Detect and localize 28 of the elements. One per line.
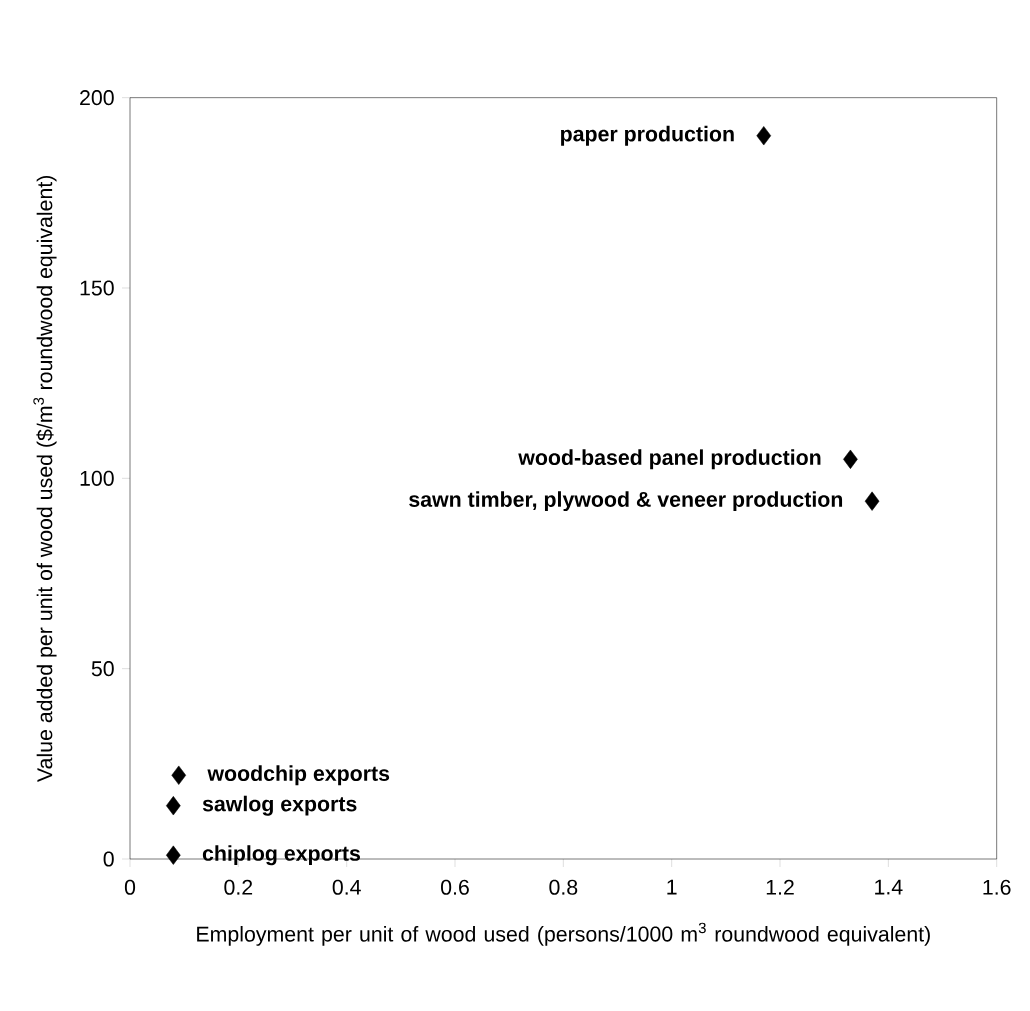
annotation: wood-based panel production <box>518 449 821 470</box>
annotation: paper production <box>561 125 734 146</box>
point <box>756 126 772 146</box>
x-tick-label: 0 <box>124 879 136 895</box>
annotation: woodchip exports <box>207 765 390 786</box>
y-tick-label: 200 <box>80 90 114 106</box>
y-tick-label: 50 <box>91 661 114 677</box>
annotation: sawlog exports <box>202 795 357 816</box>
x-tick-label: 1.2 <box>766 879 794 895</box>
x-tick-label: 0.6 <box>441 879 469 895</box>
y-tick-label: 100 <box>80 470 114 486</box>
x-tick-label: 0.4 <box>332 879 361 895</box>
point <box>166 796 181 816</box>
y-axis-title: Value added per unit of wood used ($/m$^{3}$ roundwood equivalent) <box>33 175 57 782</box>
x-tick-label: 1.6 <box>983 879 1011 895</box>
x-axis-title: Employment per unit of wood used (persons/1000 m$^{3}$ roundwood equivalent) <box>197 922 930 946</box>
annotation: sawn timber, plywood & veneer production <box>409 491 843 512</box>
x-tick-label: 0.2 <box>224 879 253 895</box>
y-tick-label: 0 <box>103 851 114 867</box>
point <box>166 845 181 865</box>
annotation: chiplog exports <box>202 845 360 866</box>
point <box>843 449 858 469</box>
x-tick-label: 0.8 <box>549 879 578 895</box>
y-tick-label: 150 <box>80 280 114 296</box>
x-tick-label: 1.4 <box>875 879 903 895</box>
x-tick-label: 1 <box>667 879 677 895</box>
point <box>864 491 880 511</box>
point <box>171 765 187 785</box>
